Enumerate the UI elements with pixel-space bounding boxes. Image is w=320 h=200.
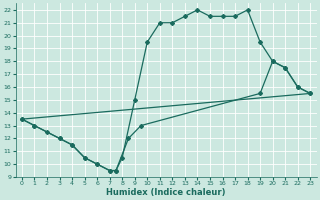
X-axis label: Humidex (Indice chaleur): Humidex (Indice chaleur) <box>106 188 226 197</box>
